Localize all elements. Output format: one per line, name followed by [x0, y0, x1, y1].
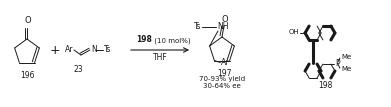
Text: Me: Me [341, 54, 351, 60]
Text: Ts: Ts [194, 22, 201, 30]
Text: 198: 198 [318, 81, 332, 90]
Text: P: P [335, 59, 339, 68]
Text: O: O [222, 15, 228, 24]
Text: Ts: Ts [104, 45, 111, 54]
Text: (10 mol%): (10 mol%) [152, 37, 191, 44]
Text: NH: NH [217, 22, 228, 30]
Text: Ar: Ar [221, 58, 230, 67]
Text: N: N [91, 45, 97, 54]
Text: Ar: Ar [65, 45, 74, 54]
Text: THF: THF [152, 53, 167, 62]
Text: 23: 23 [73, 65, 83, 74]
Text: 30-64% ee: 30-64% ee [203, 83, 241, 89]
Text: Me: Me [341, 66, 351, 72]
Text: 196: 196 [20, 71, 34, 80]
Text: 197: 197 [217, 69, 231, 78]
Text: OH: OH [289, 29, 299, 35]
Text: +: + [50, 44, 60, 56]
Text: O: O [25, 16, 31, 25]
Text: 70-93% yield: 70-93% yield [199, 76, 245, 82]
Text: 198: 198 [136, 35, 152, 44]
